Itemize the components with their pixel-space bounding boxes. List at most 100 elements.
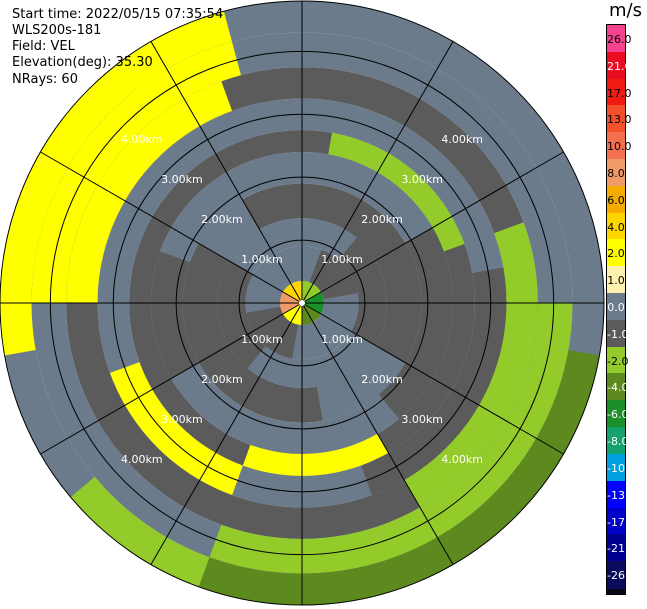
colorbar-unit: m/s (609, 0, 642, 21)
velocity-gate (0, 11, 232, 356)
colorbar-tick-label: 1.0 (607, 274, 625, 288)
velocity-gate (302, 303, 322, 326)
velocity-gate (109, 362, 243, 496)
velocity-gate (209, 303, 573, 574)
range-ring-label: 2.00km (201, 373, 243, 386)
azimuth-spoke (301, 41, 454, 304)
colorbar-tick-label: 6.0 (607, 193, 625, 207)
range-ring-label: 3.00km (401, 413, 443, 426)
velocity-gate (302, 280, 322, 303)
colorbar-tick-label: -6.0 (607, 408, 629, 422)
range-ring-label: 3.00km (161, 173, 203, 186)
velocity-gate (309, 249, 358, 300)
colorbar-segment (607, 346, 625, 375)
colorbar-tick-label: -10.0 (607, 461, 636, 475)
colorbar-tick-label: -2.0 (607, 354, 629, 368)
colorbar-segment (607, 400, 625, 429)
range-ring-label: 4.00km (121, 133, 163, 146)
colorbar-segment (607, 561, 625, 589)
range-ring-label: 4.00km (441, 453, 483, 466)
range-ring-label: 1.00km (321, 253, 363, 266)
velocity-gate (328, 132, 465, 252)
colorbar-tick-label: 26.0 (607, 33, 632, 46)
velocity-gate (282, 280, 302, 303)
azimuth-spoke (150, 41, 303, 304)
azimuth-spoke (40, 151, 303, 304)
colorbar-segment (607, 480, 625, 509)
colorbar-tick-label: -30.0 (607, 595, 636, 609)
colorbar-segment (607, 507, 625, 536)
azimuth-spoke (40, 302, 303, 455)
colorbar-tick-label: 17.0 (607, 86, 632, 100)
velocity-gate (338, 237, 387, 346)
colorbar-tick-label: 4.0 (607, 220, 625, 234)
range-ring-label: 1.00km (241, 253, 283, 266)
range-ring-label: 3.00km (161, 413, 203, 426)
velocity-gate (404, 222, 538, 508)
colorbar-tick-label: -26.0 (607, 569, 636, 583)
colorbar-tick-label: -17.0 (607, 515, 636, 529)
velocity-gate (151, 251, 199, 379)
velocity-gate (361, 267, 507, 496)
colorbar-tick-label: -4.0 (607, 381, 629, 395)
colorbar-tick-label: 0.0 (607, 301, 625, 315)
velocity-gate (217, 260, 266, 369)
range-ring-label: 4.00km (441, 133, 483, 146)
colorbar-segment (607, 373, 625, 402)
colorbar-segment (607, 132, 625, 161)
colorbar-segment (607, 51, 625, 80)
velocity-gate (316, 345, 406, 421)
colorbar-segment (607, 534, 625, 563)
velocity-gate (198, 199, 260, 261)
velocity-gate (378, 227, 453, 419)
velocity-gate (151, 152, 302, 454)
colorbar-segment (607, 185, 625, 214)
instrument-label: WLS200s-181 (12, 23, 102, 38)
azimuth-spoke (301, 151, 564, 304)
colorbar-segment (607, 78, 625, 107)
colorbar-segment (607, 319, 625, 348)
range-ring-label: 1.00km (241, 333, 283, 346)
colorbar-tick-label: -21.0 (607, 542, 636, 556)
colorbar-segment (607, 25, 625, 53)
start-time-label: Start time: 2022/05/15 07:35:54 (12, 7, 224, 22)
velocity-gate (129, 129, 302, 477)
colorbar-segment (607, 159, 625, 187)
nrays-label: NRays: 60 (12, 72, 78, 87)
velocity-gate (70, 476, 210, 587)
colorbar-segment (607, 427, 625, 455)
radar-origin (299, 300, 305, 306)
azimuth-spoke (150, 302, 303, 565)
velocity-gate (198, 349, 600, 605)
azimuth-spoke (301, 302, 454, 565)
range-ring-label: 2.00km (361, 213, 403, 226)
velocity-gate (242, 433, 389, 477)
velocity-gate (246, 306, 299, 359)
colorbar-segment (607, 239, 625, 268)
ppi-scope: 1.00km 1.00km 1.00km 1.00km 2.00km 2.00km 2.00… (0, 0, 605, 606)
colorbar-tick-label: 10.0 (607, 140, 632, 154)
colorbar-tick-label: -8.0 (607, 435, 629, 449)
velocity-gate (282, 303, 302, 326)
velocity-gate (31, 41, 241, 303)
colorbar-tick-label: -1.0 (607, 327, 629, 341)
colorbar: 26.0 21.0 17.0 13.0 10.0 8.0 6.0 4.0 2.0 1.0 0.0 -1… (606, 24, 636, 608)
range-ring-label: 4.00km (121, 453, 163, 466)
colorbar-segment (607, 212, 625, 241)
elevation-label: Elevation(deg): 35.30 (12, 55, 153, 70)
colorbar-tick-label: 13.0 (607, 113, 632, 127)
colorbar-segment (607, 266, 625, 295)
field-label: Field: VEL (12, 39, 75, 54)
range-ring-label: 2.00km (201, 213, 243, 226)
colorbar-tick-label: 8.0 (607, 167, 625, 181)
colorbar-tick-label: -13.0 (607, 488, 636, 502)
range-ring-label: 2.00km (361, 373, 403, 386)
range-ring-label: 1.00km (321, 333, 363, 346)
colorbar-tick-label: 2.0 (607, 247, 625, 261)
velocity-gate (66, 81, 233, 303)
colorbar-tick-label: 21.0 (607, 59, 632, 73)
colorbar-segment (607, 293, 625, 321)
range-ring-label: 3.00km (401, 173, 443, 186)
colorbar-segment (607, 453, 625, 482)
colorbar-segment (607, 105, 625, 134)
